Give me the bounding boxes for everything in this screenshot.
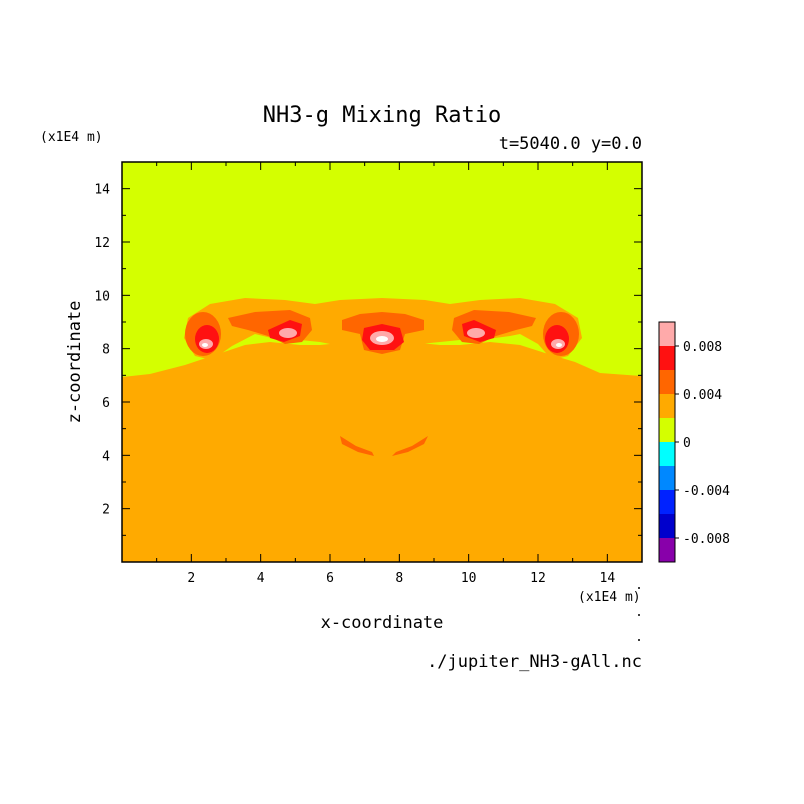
y-tick-label: 4 bbox=[102, 449, 110, 464]
y-tick-label: 12 bbox=[94, 236, 110, 251]
chart-subtitle: t=5040.0 y=0.0 bbox=[499, 134, 642, 154]
colorbar: 0.008 0.004 0 -0.004 -0.008 bbox=[658, 321, 730, 563]
colorbar-tick-label: 0.004 bbox=[683, 388, 722, 403]
y-axis-label: z-coordinate bbox=[65, 301, 85, 424]
colorbar-marker-dot bbox=[638, 639, 640, 641]
contour-maximum bbox=[556, 343, 562, 347]
colorbar-swatch bbox=[659, 490, 675, 514]
x-tick-label: 4 bbox=[257, 571, 265, 586]
x-tick-label: 10 bbox=[461, 571, 477, 586]
colorbar-tick-label: 0.008 bbox=[683, 340, 722, 355]
y-tick-label: 10 bbox=[94, 289, 110, 304]
contour-pink bbox=[279, 328, 297, 338]
colorbar-tick-label: 0 bbox=[683, 436, 691, 451]
y-tick-label: 2 bbox=[102, 503, 110, 518]
colorbar-swatch bbox=[659, 394, 675, 418]
x-unit-label: (x1E4 m) bbox=[578, 590, 641, 605]
file-name-label: ./jupiter_NH3-gAll.nc bbox=[427, 652, 642, 672]
y-tick-label: 8 bbox=[102, 343, 110, 358]
colorbar-swatch bbox=[659, 370, 675, 394]
x-tick-label: 6 bbox=[326, 571, 334, 586]
x-axis-label: x-coordinate bbox=[321, 613, 444, 633]
colorbar-swatch bbox=[659, 466, 675, 490]
y-tick-label: 14 bbox=[94, 183, 110, 198]
axis-ticks bbox=[122, 162, 642, 562]
colorbar-marker-dot bbox=[638, 587, 640, 589]
maximum-contour-layer bbox=[202, 336, 562, 347]
chart-title: NH3-g Mixing Ratio bbox=[263, 103, 501, 128]
colorbar-swatch bbox=[659, 322, 675, 346]
contour-field bbox=[122, 162, 642, 562]
colorbar-tick-label: -0.008 bbox=[683, 532, 730, 547]
contour-maximum bbox=[376, 336, 388, 342]
colorbar-swatch bbox=[659, 418, 675, 442]
colorbar-swatch bbox=[659, 442, 675, 466]
contour-dark-orange bbox=[392, 436, 428, 456]
colorbar-tick-label: -0.004 bbox=[683, 484, 730, 499]
colorbar-swatch bbox=[659, 514, 675, 538]
y-tick-label: 6 bbox=[102, 396, 110, 411]
contour-pink bbox=[467, 328, 485, 338]
colorbar-marker-dot bbox=[638, 614, 640, 616]
axis-tick-labels: 2 4 6 8 10 12 14 2 4 6 8 10 12 14 bbox=[94, 183, 615, 586]
contour-maximum bbox=[202, 343, 208, 347]
contour-dark-orange bbox=[340, 436, 374, 456]
plot-frame bbox=[121, 161, 643, 563]
x-tick-label: 12 bbox=[530, 571, 546, 586]
colorbar-swatch bbox=[659, 538, 675, 562]
x-tick-label: 14 bbox=[600, 571, 616, 586]
y-unit-label: (x1E4 m) bbox=[40, 130, 103, 145]
x-tick-label: 2 bbox=[187, 571, 195, 586]
x-tick-label: 8 bbox=[395, 571, 403, 586]
colorbar-swatch bbox=[659, 346, 675, 370]
